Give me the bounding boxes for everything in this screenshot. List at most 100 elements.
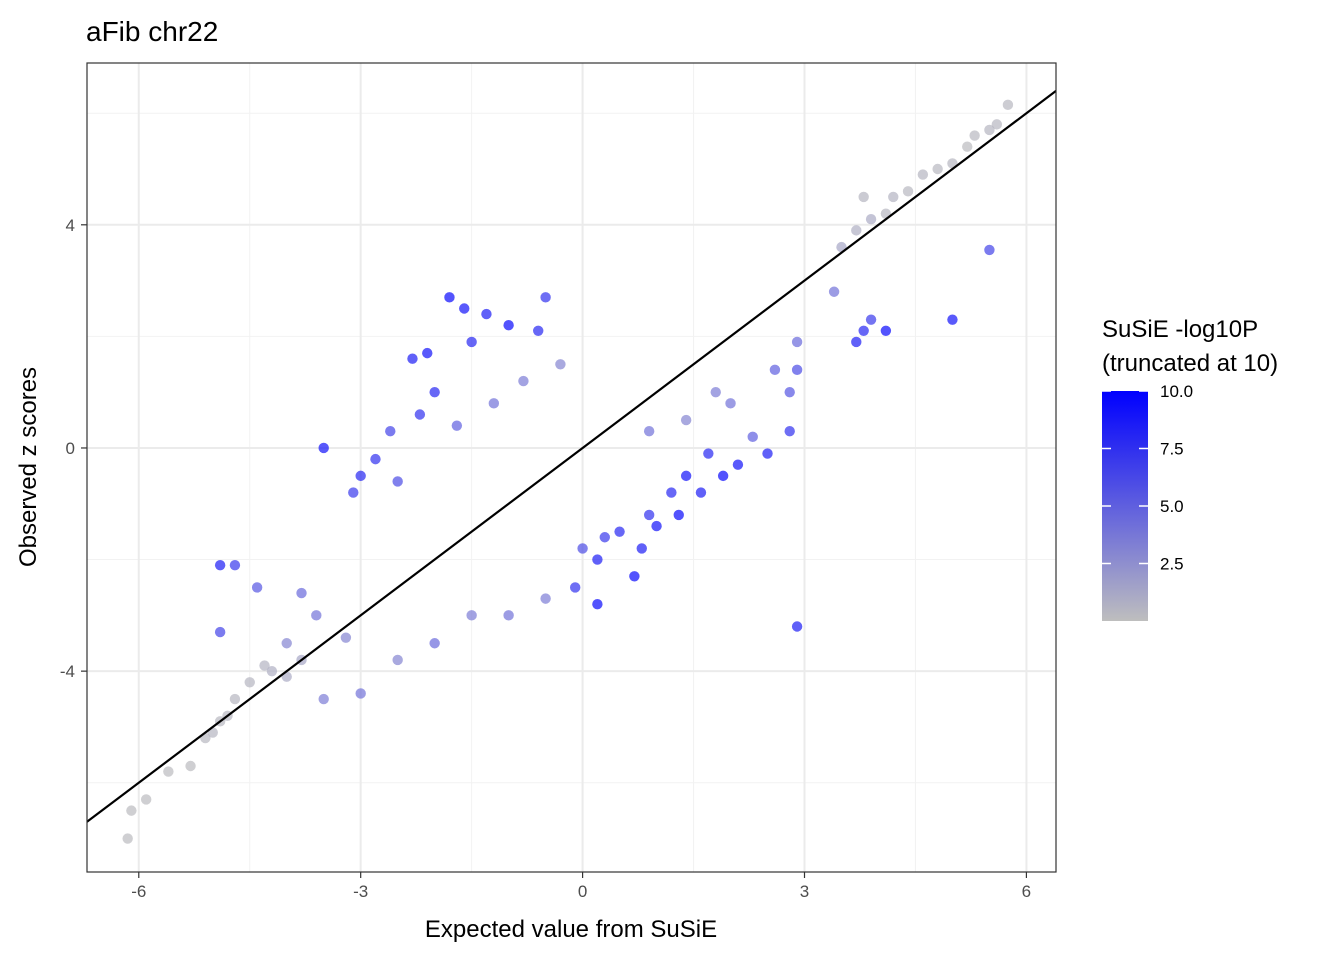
data-point xyxy=(555,359,566,370)
data-point xyxy=(962,141,973,152)
data-point xyxy=(762,448,773,459)
data-point xyxy=(599,532,610,543)
data-point xyxy=(643,426,655,437)
data-point xyxy=(865,214,877,225)
data-point xyxy=(481,308,492,320)
data-point xyxy=(917,169,929,180)
data-point xyxy=(422,347,433,359)
data-point xyxy=(281,638,292,649)
data-point xyxy=(680,414,692,426)
data-point xyxy=(703,448,714,459)
data-point xyxy=(466,610,477,621)
legend-tick-label: 7.5 xyxy=(1160,440,1184,459)
data-point xyxy=(725,398,736,409)
data-point xyxy=(296,587,307,599)
data-point xyxy=(392,654,403,666)
plot-panel xyxy=(87,63,1056,872)
reference-line xyxy=(87,90,1056,823)
data-point xyxy=(932,163,943,175)
data-point xyxy=(185,760,196,772)
x-tick-label: 6 xyxy=(1022,882,1031,901)
data-point xyxy=(407,353,418,364)
data-point xyxy=(673,509,684,521)
legend-ticks: 2.5 5.0 7.5 10.0 xyxy=(1102,382,1193,574)
data-point xyxy=(126,805,137,816)
data-point xyxy=(370,453,381,465)
data-point xyxy=(858,191,869,203)
legend-tick-label: 5.0 xyxy=(1160,497,1184,516)
legend-tick-label: 2.5 xyxy=(1160,555,1184,574)
data-point xyxy=(540,292,551,303)
data-point xyxy=(784,386,795,398)
data-point xyxy=(614,526,625,537)
data-point xyxy=(651,520,662,532)
data-point xyxy=(355,470,366,482)
data-point xyxy=(244,677,255,688)
data-point xyxy=(259,660,270,671)
data-point xyxy=(311,610,322,621)
data-point xyxy=(251,582,263,593)
legend-title-line2: (truncated at 10) xyxy=(1102,350,1278,377)
major-gridlines xyxy=(87,63,1056,872)
x-tick-label: -6 xyxy=(131,882,146,901)
data-point xyxy=(888,191,899,203)
data-point xyxy=(163,766,174,777)
data-point xyxy=(984,244,995,256)
data-point xyxy=(355,688,366,699)
y-tick-label: 4 xyxy=(66,216,75,235)
y-axis: -4 0 4 xyxy=(60,216,87,681)
data-point xyxy=(747,431,758,443)
data-point xyxy=(385,426,396,437)
data-point xyxy=(991,119,1003,130)
y-tick-label: -4 xyxy=(60,662,75,681)
y-axis-title: Observed z scores xyxy=(15,367,42,567)
data-point xyxy=(518,375,529,387)
data-point xyxy=(429,638,440,649)
data-point xyxy=(865,314,877,325)
data-point xyxy=(680,470,692,482)
data-point xyxy=(318,693,329,705)
data-point xyxy=(629,571,640,582)
data-point xyxy=(451,420,463,431)
data-point xyxy=(902,186,914,197)
legend-tick-label: 10.0 xyxy=(1160,382,1193,401)
data-point xyxy=(769,364,781,376)
data-point xyxy=(577,543,588,554)
x-tick-label: -3 xyxy=(353,882,368,901)
data-point xyxy=(592,554,603,565)
x-axis: -6 -3 0 3 6 xyxy=(131,872,1031,901)
data-point xyxy=(1002,99,1014,111)
data-point xyxy=(266,665,278,677)
chart-title: aFib chr22 xyxy=(86,16,218,47)
data-point xyxy=(851,225,862,236)
data-point xyxy=(791,621,803,632)
x-tick-label: 0 xyxy=(578,882,587,901)
data-point xyxy=(229,693,241,705)
data-point xyxy=(569,582,581,593)
data-point xyxy=(784,426,795,437)
data-point xyxy=(695,487,707,498)
data-point xyxy=(503,610,514,621)
data-point xyxy=(717,470,729,482)
data-point xyxy=(488,398,500,409)
data-point xyxy=(533,325,544,337)
data-point xyxy=(666,487,677,498)
data-point xyxy=(429,386,440,398)
x-axis-title: Expected value from SuSiE xyxy=(425,916,717,943)
data-point xyxy=(851,336,862,348)
data-point xyxy=(392,476,403,487)
data-point xyxy=(984,124,995,136)
data-point xyxy=(791,364,803,376)
x-tick-label: 3 xyxy=(800,882,809,901)
data-point xyxy=(503,320,514,331)
reference-line-layer xyxy=(87,90,1056,823)
data-point xyxy=(880,325,892,337)
data-point xyxy=(592,598,603,610)
data-point xyxy=(414,409,426,420)
y-tick-label: 0 xyxy=(66,439,75,458)
data-point xyxy=(444,292,455,303)
data-point xyxy=(947,314,958,325)
data-point xyxy=(140,794,152,805)
